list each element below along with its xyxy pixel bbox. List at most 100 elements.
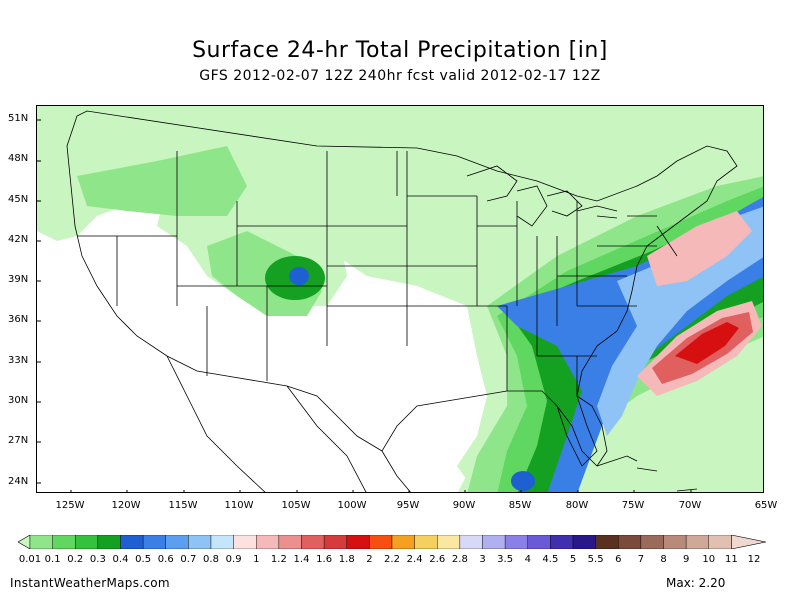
lat-label-51n: 51N	[8, 113, 29, 124]
lon-label-65w: 65W	[754, 500, 778, 511]
color-scale-label: 2.8	[451, 554, 468, 565]
color-scale-label: 0.8	[203, 554, 219, 565]
color-scale-label: 2	[366, 554, 373, 565]
color-scale-label: 2.4	[406, 554, 423, 565]
lon-label-75w: 75W	[621, 500, 645, 511]
color-scale-label: 0.9	[225, 554, 242, 565]
map-ticks	[37, 119, 692, 492]
color-scale-label: 0.01	[18, 554, 42, 565]
lat-label-27n: 27N	[8, 435, 29, 446]
color-scale-label: 4	[524, 554, 531, 565]
lon-label-95w: 95W	[396, 500, 420, 511]
color-scale-swatch	[391, 535, 415, 549]
color-scale-swatch	[165, 535, 189, 549]
color-scale-swatch	[618, 535, 642, 549]
color-scale-label: 4.5	[542, 554, 559, 565]
color-scale-label: 0.7	[180, 554, 197, 565]
lon-label-105w: 105W	[281, 500, 311, 511]
color-scale-swatch	[527, 535, 551, 549]
lat-label-24n: 24N	[8, 476, 29, 487]
color-scale-label: 3	[479, 554, 486, 565]
color-scale-swatch	[482, 535, 506, 549]
color-scale-bar	[18, 535, 766, 549]
lat-label-45n: 45N	[8, 194, 29, 205]
lat-label-30n: 30N	[8, 395, 29, 406]
color-scale-swatch	[233, 535, 257, 549]
color-scale-label: 10	[702, 554, 716, 565]
color-scale-label: 3.5	[497, 554, 514, 565]
color-scale-swatch	[640, 535, 664, 549]
color-scale-label: 1.8	[338, 554, 355, 565]
color-scale-label: 1.4	[293, 554, 310, 565]
color-scale-arrow-right	[731, 535, 766, 549]
color-scale-label: 0.3	[89, 554, 106, 565]
lon-label-80w: 80W	[565, 500, 589, 511]
color-scale-label: 2.6	[429, 554, 446, 565]
lon-label-90w: 90W	[452, 500, 476, 511]
color-scale-swatch	[459, 535, 483, 549]
color-scale-swatch	[97, 535, 121, 549]
color-scale-label: 7	[637, 554, 645, 565]
lat-label-33n: 33N	[8, 355, 29, 366]
color-scale-swatch	[278, 535, 302, 549]
precip-area-pink-northeast	[647, 211, 752, 286]
color-scale-label: 9	[682, 554, 690, 565]
color-scale-swatch	[437, 535, 461, 549]
color-scale-label: 6	[615, 554, 622, 565]
map-subtitle: GFS 2012-02-07 12Z 240hr fcst valid 2012…	[199, 68, 601, 84]
lat-label-36n: 36N	[8, 314, 29, 325]
max-value: Max: 2.20	[666, 576, 726, 590]
color-scale-swatch	[550, 535, 574, 549]
color-scale-swatch	[29, 535, 53, 549]
lon-label-115w: 115W	[168, 500, 198, 511]
florida-outline	[556, 395, 608, 467]
mexico-outline	[166, 355, 411, 492]
precip-area-lightblue-band	[597, 206, 763, 436]
color-scale-label: 11	[725, 554, 738, 565]
color-scale-label: 5.5	[587, 554, 604, 565]
color-scale-swatch	[504, 535, 528, 549]
precip-blob-colorado-blue	[289, 267, 309, 285]
color-scale-swatch	[708, 535, 732, 549]
color-scale-swatch	[369, 535, 393, 549]
color-scale-label: 2.2	[384, 554, 400, 565]
color-scale-swatch	[414, 535, 438, 549]
color-scale-swatch	[572, 535, 596, 549]
lon-label-125w: 125W	[55, 500, 85, 511]
color-scale-label: 1.6	[316, 554, 333, 565]
site-credit: InstantWeatherMaps.com	[10, 576, 170, 590]
color-scale-swatch	[663, 535, 687, 549]
color-scale-arrow-left	[18, 535, 31, 549]
lon-label-85w: 85W	[508, 500, 532, 511]
lon-label-100w: 100W	[337, 500, 367, 511]
color-scale-label: 8	[660, 554, 667, 565]
lat-lon-ticks	[37, 119, 692, 492]
color-scale-swatch	[256, 535, 280, 549]
color-scale-label: 0.4	[112, 554, 129, 565]
color-scale-label: 0.5	[135, 554, 152, 565]
precipitation-map	[36, 105, 764, 493]
state-boundaries	[66, 110, 738, 492]
precip-area-green-northwest	[77, 146, 247, 216]
color-scale-label: 0.6	[157, 554, 174, 565]
color-scale-label: 0.2	[67, 554, 84, 565]
lon-label-70w: 70W	[678, 500, 702, 511]
color-scale-label: 12	[747, 554, 761, 565]
color-scale-swatch	[52, 535, 76, 549]
state-lines	[77, 151, 678, 396]
precip-area-darkred-core	[675, 322, 739, 364]
color-scale-swatch	[346, 535, 370, 549]
color-scale-label: 5	[569, 554, 577, 565]
lat-label-39n: 39N	[8, 274, 29, 285]
color-scale-swatch	[323, 535, 347, 549]
lat-label-42n: 42N	[8, 234, 29, 245]
color-scale-label: 0.1	[44, 554, 61, 565]
color-scale-swatch	[595, 535, 619, 549]
us-outline	[66, 110, 738, 467]
lon-label-110w: 110W	[224, 500, 254, 511]
color-scale-labels: 0.01 0.1 0.2 0.3 0.4 0.5 0.6 0.7 0.8 0.9 1 1.2 1.4 1.…	[0, 554, 800, 568]
caribbean-islands	[596, 455, 698, 492]
color-scale-swatch	[301, 535, 325, 549]
map-title: Surface 24-hr Total Precipitation [in]	[192, 38, 608, 63]
map-canvas	[37, 106, 763, 492]
